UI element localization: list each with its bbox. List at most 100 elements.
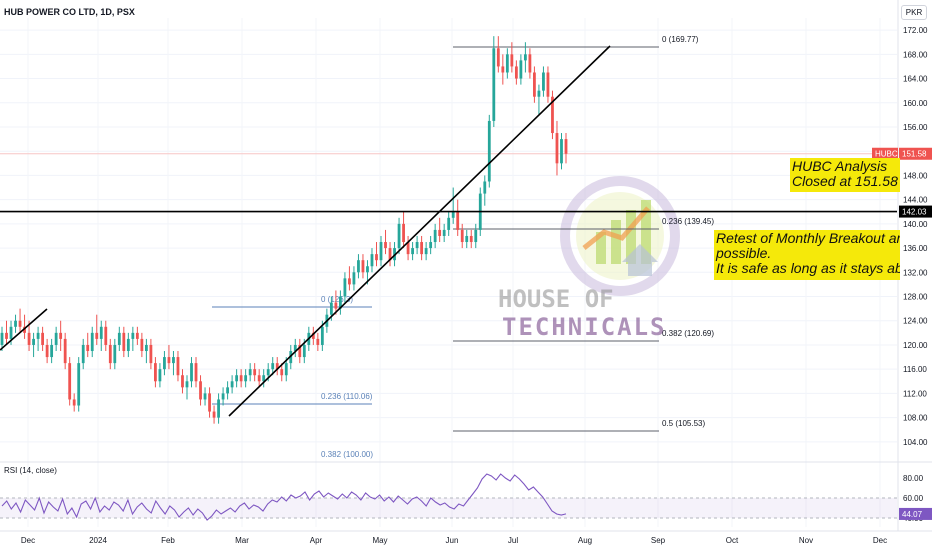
candle-body <box>108 344 112 364</box>
candle <box>343 272 347 303</box>
time-tick-label: Aug <box>578 536 592 545</box>
candle-body <box>0 332 4 345</box>
candle-body <box>154 363 157 382</box>
candle <box>54 326 58 352</box>
candle <box>560 133 563 170</box>
candle-body <box>140 338 144 352</box>
candle-body <box>208 393 211 412</box>
retest-note-line1: Retest of Monthly Breakout around <box>716 230 900 246</box>
candle-body <box>190 363 193 382</box>
price-tick-label: 168.00 <box>903 50 928 59</box>
candle <box>551 90 554 140</box>
candle-body <box>564 139 568 154</box>
candle-body <box>262 375 266 382</box>
time-tick-label: Mar <box>235 536 249 545</box>
candle <box>140 332 144 358</box>
candle <box>298 338 302 364</box>
candle <box>248 363 252 382</box>
candle-body <box>226 387 229 394</box>
candle-body <box>514 66 518 79</box>
candle <box>496 36 500 73</box>
price-tick-label: 116.00 <box>903 365 927 374</box>
candle-body <box>18 320 22 327</box>
candle-body <box>456 211 460 230</box>
candle <box>564 133 568 164</box>
rsi-value-tag: 44.07 <box>899 507 932 520</box>
candle-body <box>320 326 324 345</box>
candle <box>361 254 365 279</box>
candle-body <box>32 338 35 345</box>
price-tick-label: 160.00 <box>903 99 928 108</box>
candle <box>438 217 442 243</box>
candle-body <box>266 369 270 376</box>
watermark-line1: HOUSE OF <box>498 285 614 313</box>
axes: 104.00 108.00 112.00 116.00 120.00 124.00 128.… <box>21 26 928 545</box>
candle <box>77 357 81 412</box>
candle-body <box>63 338 67 364</box>
candle-body <box>329 302 333 315</box>
price-tick-label: 172.00 <box>903 26 928 35</box>
candle-body <box>510 54 514 67</box>
time-tick-label: Feb <box>161 536 175 545</box>
candle-body <box>194 363 198 382</box>
candle-body <box>149 344 153 364</box>
rsi-tick-label: 80.00 <box>903 474 924 483</box>
candle-body <box>248 369 252 376</box>
candle <box>420 235 424 261</box>
price-tick-label: 140.00 <box>903 220 928 229</box>
candle-body <box>90 332 94 352</box>
rsi-pane <box>0 473 897 521</box>
candle <box>402 211 405 249</box>
price-tick-label: 128.00 <box>903 293 928 302</box>
trend-line-early <box>0 308 48 351</box>
candle <box>68 357 72 406</box>
candle <box>456 199 460 236</box>
trend-lines <box>0 45 897 417</box>
candle <box>108 338 112 370</box>
candle-body <box>9 326 13 339</box>
currency-badge[interactable]: PKR <box>901 5 927 20</box>
candle <box>163 351 166 376</box>
analysis-note-line1: HUBC Analysis <box>792 158 888 174</box>
candle <box>81 338 85 370</box>
candle <box>433 223 437 249</box>
time-tick-label: Dec <box>873 536 887 545</box>
candle-body <box>221 393 225 400</box>
candle <box>194 357 198 388</box>
candle-body <box>542 72 545 91</box>
candle-body <box>217 399 220 418</box>
candle <box>262 369 266 388</box>
candle <box>239 369 243 388</box>
candle-body <box>469 235 473 243</box>
candle-body <box>158 369 162 382</box>
candle <box>181 369 184 394</box>
candle-body <box>384 242 387 249</box>
time-tick-label: Nov <box>799 536 813 545</box>
candle-body <box>370 254 374 267</box>
candle-body <box>257 375 261 382</box>
candle <box>104 320 108 352</box>
candle <box>5 320 8 345</box>
candle-body <box>298 344 302 358</box>
candle <box>135 326 139 345</box>
candle <box>555 120 559 176</box>
candle <box>415 235 419 255</box>
candle <box>487 114 491 188</box>
candle-body <box>429 242 433 249</box>
candle <box>185 375 189 400</box>
candle <box>203 387 207 406</box>
candle-body <box>519 60 523 79</box>
candle-body <box>36 332 40 339</box>
grid-layer <box>0 0 932 532</box>
time-tick-label: 2024 <box>89 536 107 545</box>
candle-body <box>253 369 257 376</box>
candle <box>510 42 514 73</box>
candle <box>519 54 523 85</box>
candle <box>375 242 378 267</box>
candle <box>167 344 171 370</box>
candle-body <box>14 320 17 327</box>
candle <box>492 36 496 127</box>
candle-body <box>560 139 563 164</box>
